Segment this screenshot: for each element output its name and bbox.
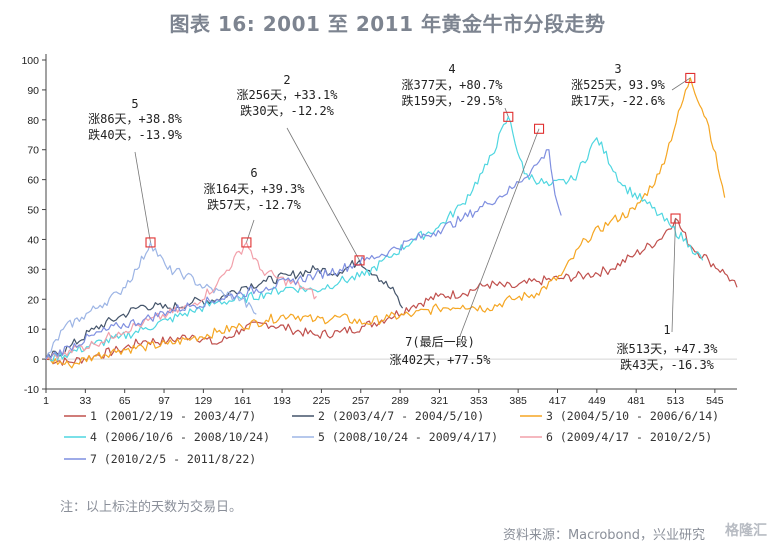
- legend-entry-2: 2 (2003/4/7 - 2004/5/10): [318, 409, 484, 423]
- x-tick-label: 545: [706, 395, 724, 407]
- x-tick-label: 385: [509, 395, 527, 407]
- annotation-text: 涨513天，+47.3%: [616, 341, 718, 356]
- y-tick-label: 40: [27, 234, 39, 246]
- x-tick-label: 193: [273, 395, 291, 407]
- x-tick-label: 257: [352, 395, 370, 407]
- annotation-marker-6: [241, 237, 252, 248]
- annotation-marker-2: [354, 255, 365, 266]
- series-line-3: [45, 77, 726, 369]
- annotation-text: 涨164天，+39.3%: [203, 181, 305, 196]
- y-tick-label: 30: [27, 264, 39, 276]
- annotation-text: 跌57天，-12.7%: [207, 197, 302, 212]
- annotation-leader-1: [671, 218, 676, 333]
- x-tick-label: 513: [667, 395, 685, 407]
- annotation-text: 涨86天，+38.8%: [88, 111, 183, 126]
- annotation-marker-3: [685, 72, 696, 83]
- annotation-label: 3: [614, 62, 621, 76]
- x-tick-label: 449: [588, 395, 606, 407]
- y-tick-label: 100: [21, 55, 39, 67]
- legend-entry-5: 5 (2008/10/24 - 2009/4/17): [318, 430, 498, 444]
- annotation-text: 跌43天，-16.3%: [620, 357, 715, 372]
- watermark-logo: 格隆汇: [725, 523, 767, 539]
- x-tick-label: 97: [158, 395, 170, 407]
- legend-entry-7: 7 (2010/2/5 - 2011/8/22): [90, 452, 256, 466]
- annotation-label: 6: [250, 166, 257, 180]
- annotation-marker-7(最后一段): [533, 123, 545, 134]
- y-tick-label: 50: [27, 205, 39, 217]
- y-tick-label: 0: [33, 354, 39, 366]
- x-tick-label: 225: [313, 395, 331, 407]
- annotation-text: 涨402天，+77.5%: [389, 352, 491, 367]
- annotation-leader-2: [286, 127, 360, 261]
- legend-entry-1: 1 (2001/2/19 - 2003/4/7): [90, 409, 256, 423]
- y-tick-label: 80: [27, 115, 39, 127]
- series-line-7: [45, 149, 562, 360]
- annotation-text: 跌159天，-29.5%: [401, 93, 503, 108]
- x-tick-label: 353: [470, 395, 488, 407]
- legend-entry-4: 4 (2006/10/6 - 2008/10/24): [90, 430, 270, 444]
- x-tick-label: 481: [627, 395, 645, 407]
- y-tick-label: -10: [24, 384, 39, 396]
- annotation-text: 跌17天，-22.6%: [571, 93, 666, 108]
- annotation-leader-6: [246, 219, 255, 243]
- annotation-leader-7(最后一段): [459, 128, 540, 337]
- annotation-label: 2: [283, 73, 290, 87]
- annotation-leader-5: [134, 151, 151, 243]
- annotation-label: 1: [663, 323, 670, 337]
- series-line-6: [45, 241, 317, 360]
- x-tick-label: 289: [391, 395, 409, 407]
- y-tick-label: 70: [27, 145, 39, 157]
- x-tick-label: 65: [119, 395, 131, 407]
- annotation-marker-4: [503, 111, 514, 122]
- y-tick-label: 60: [27, 175, 39, 187]
- x-tick-label: 1: [43, 395, 49, 407]
- legend-entry-3: 3 (2004/5/10 - 2006/6/14): [546, 409, 719, 423]
- y-tick-label: 20: [27, 294, 39, 306]
- annotation-label: 7(最后一段): [405, 334, 475, 349]
- x-tick-label: 321: [431, 395, 449, 407]
- annotation-marker-1: [670, 213, 681, 224]
- annotation-label: 5: [131, 97, 138, 111]
- chart-title: 图表 16: 2001 至 2011 年黄金牛市分段走势: [169, 12, 606, 36]
- x-tick-label: 161: [234, 395, 252, 407]
- y-tick-label: 90: [27, 85, 39, 97]
- series-line-4: [45, 116, 704, 362]
- x-tick-label: 129: [195, 395, 213, 407]
- annotation-leader-3: [671, 77, 691, 91]
- x-tick-label: 417: [549, 395, 567, 407]
- legend: 1 (2001/2/19 - 2003/4/7) 2 (2003/4/7 - 20…: [64, 409, 719, 466]
- x-tick-label: 33: [80, 395, 92, 407]
- annotation-text: 跌40天，-13.9%: [88, 127, 183, 142]
- source-text: 资料来源：Macrobond，兴业研究: [502, 528, 705, 543]
- legend-entry-6: 6 (2009/4/17 - 2010/2/5): [546, 430, 712, 444]
- annotation-text: 涨377天，+80.7%: [401, 77, 503, 92]
- annotation-text: 涨525天，93.9%: [571, 77, 666, 92]
- series-lines: [45, 77, 738, 369]
- annotation-text: 跌30天，-12.2%: [240, 103, 335, 118]
- annotation-marker-5: [145, 237, 156, 248]
- y-tick-label: 10: [27, 324, 39, 336]
- footnote: 注：以上标注的天数为交易日。: [60, 500, 243, 515]
- annotation-label: 4: [448, 62, 455, 76]
- annotation-text: 涨256天，+33.1%: [236, 87, 338, 102]
